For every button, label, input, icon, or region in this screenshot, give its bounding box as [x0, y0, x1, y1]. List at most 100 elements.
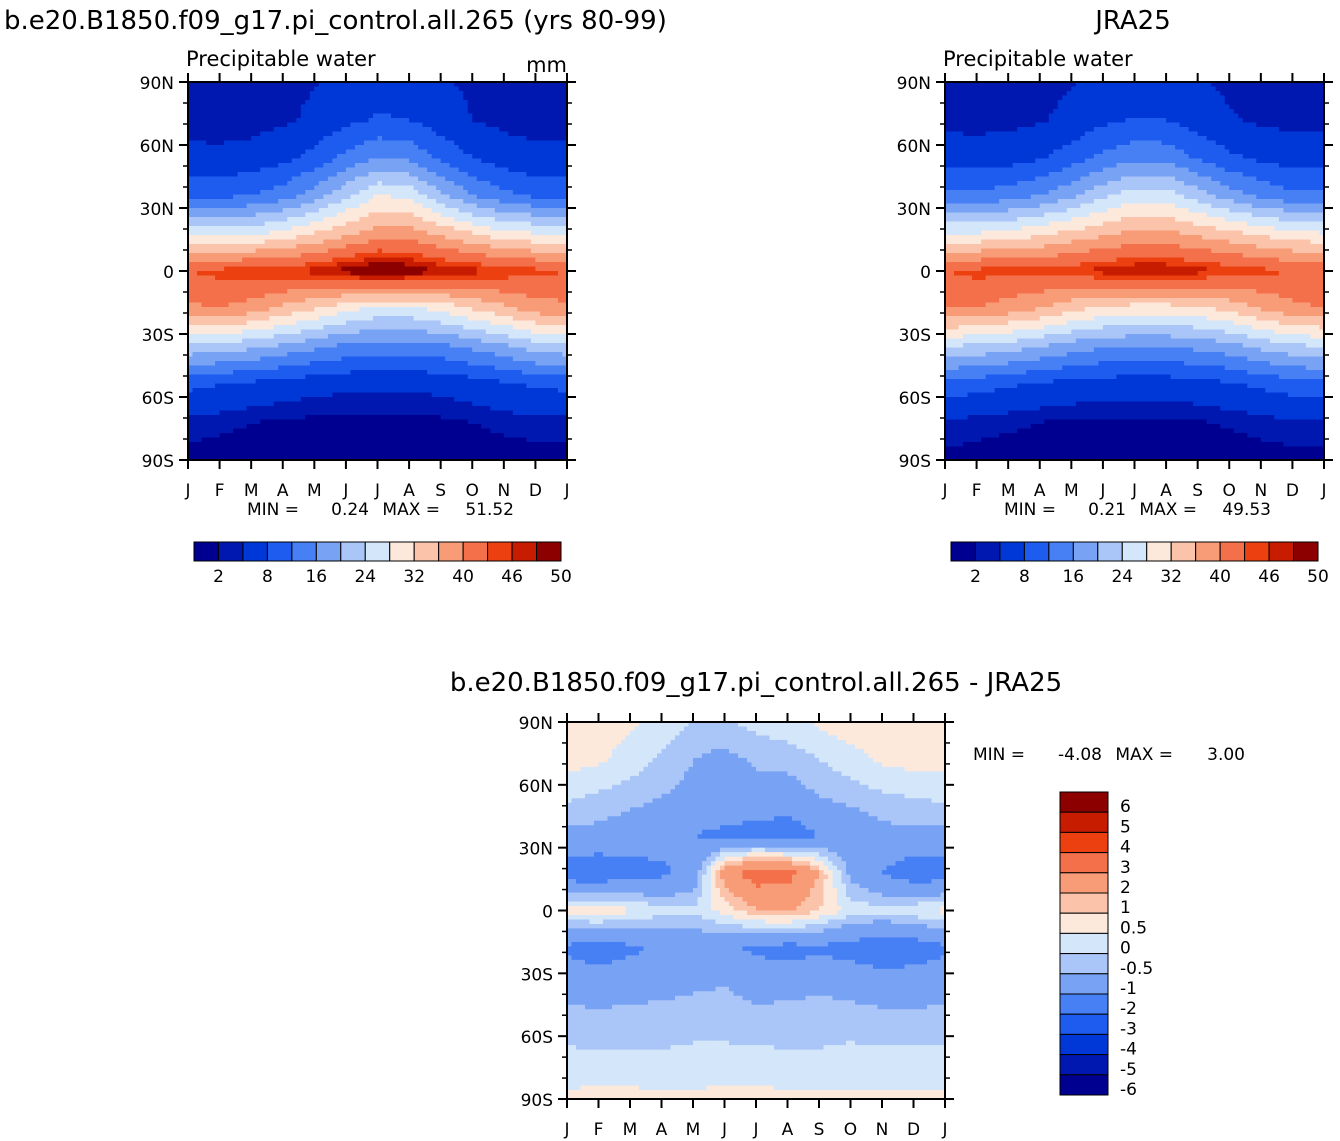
field-cell: [386, 163, 392, 169]
field-cell: [210, 158, 216, 164]
field-cell: [192, 325, 198, 331]
field-cell: [476, 217, 482, 223]
field-cell: [445, 221, 451, 227]
field-cell: [454, 262, 460, 268]
field-cell: [404, 289, 410, 295]
field-cell: [363, 190, 370, 196]
field-cell: [409, 194, 415, 200]
field-cell: [445, 203, 451, 209]
field-cell: [278, 185, 284, 191]
field-cell: [224, 190, 230, 196]
field-cell: [242, 181, 248, 187]
field-cell: [395, 230, 401, 236]
field-cell: [233, 266, 239, 272]
field-cell: [377, 212, 383, 218]
field-cell: [490, 104, 496, 110]
field-cell: [323, 293, 329, 299]
field-cell: [436, 262, 442, 268]
field-cell: [224, 280, 230, 286]
field-cell: [557, 248, 564, 254]
field-cell: [499, 127, 505, 133]
field-cell: [242, 302, 248, 308]
field-cell: [454, 109, 460, 115]
field-cell: [395, 266, 401, 272]
field-cell: [233, 149, 239, 155]
field-cell: [269, 302, 275, 308]
field-cell: [422, 199, 428, 205]
field-cell: [314, 280, 320, 286]
field-cell: [449, 329, 455, 335]
field-cell: [350, 271, 356, 277]
field-cell: [422, 131, 428, 137]
field-cell: [264, 203, 270, 209]
field-cell: [530, 172, 537, 178]
field-cell: [237, 122, 243, 128]
field-cell: [512, 266, 518, 272]
field-cell: [246, 113, 252, 119]
field-cell: [467, 257, 473, 263]
field-cell: [445, 280, 451, 286]
field-cell: [278, 86, 284, 92]
field-cell: [336, 275, 342, 281]
field-cell: [535, 325, 541, 331]
field-cell: [368, 100, 374, 106]
field-cell: [323, 163, 329, 169]
field-cell: [228, 82, 234, 88]
field-cell: [557, 239, 564, 245]
field-cell: [242, 275, 248, 281]
field-cell: [296, 163, 302, 169]
panel-model-title: b.e20.B1850.f09_g17.pi_control.all.265 (…: [4, 6, 667, 36]
field-cell: [215, 118, 221, 124]
field-cell: [422, 302, 428, 308]
field-cell: [300, 145, 306, 151]
field-cell: [341, 343, 347, 349]
field-cell: [305, 208, 311, 214]
field-cell: [368, 248, 374, 254]
field-cell: [273, 172, 279, 178]
field-cell: [521, 158, 527, 164]
field-cell: [512, 82, 518, 88]
field-cell: [336, 293, 342, 299]
field-cell: [508, 140, 514, 146]
field-cell: [210, 311, 216, 317]
field-cell: [463, 167, 469, 173]
field-cell: [354, 82, 361, 88]
field-cell: [454, 131, 460, 137]
field-cell: [562, 244, 568, 250]
field-cell: [332, 122, 338, 128]
field-cell: [557, 154, 564, 160]
field-cell: [404, 235, 410, 241]
field-cell: [557, 262, 564, 268]
field-cell: [237, 113, 243, 119]
field-cell: [354, 176, 361, 182]
field-cell: [188, 194, 194, 200]
field-cell: [404, 212, 410, 218]
field-cell: [382, 239, 388, 245]
field-cell: [318, 158, 324, 164]
field-cell: [521, 212, 527, 218]
field-cell: [332, 149, 338, 155]
field-cell: [395, 86, 401, 92]
field-cell: [521, 86, 527, 92]
field-cell: [318, 100, 324, 106]
field-cell: [490, 266, 496, 272]
field-cell: [233, 100, 239, 106]
field-cell: [228, 347, 234, 353]
field-cell: [485, 109, 491, 115]
field-cell: [359, 113, 365, 119]
field-cell: [539, 163, 546, 169]
field-cell: [345, 199, 352, 205]
field-cell: [499, 145, 505, 151]
field-cell: [562, 163, 568, 169]
field-cell: [350, 181, 356, 187]
field-cell: [391, 334, 397, 340]
field-cell: [508, 91, 514, 97]
field-cell: [391, 343, 397, 349]
field-cell: [260, 325, 266, 331]
field-cell: [476, 158, 482, 164]
field-cell: [260, 338, 266, 344]
field-cell: [318, 244, 324, 250]
field-cell: [219, 95, 225, 101]
field-cell: [291, 338, 297, 344]
field-cell: [413, 100, 419, 106]
